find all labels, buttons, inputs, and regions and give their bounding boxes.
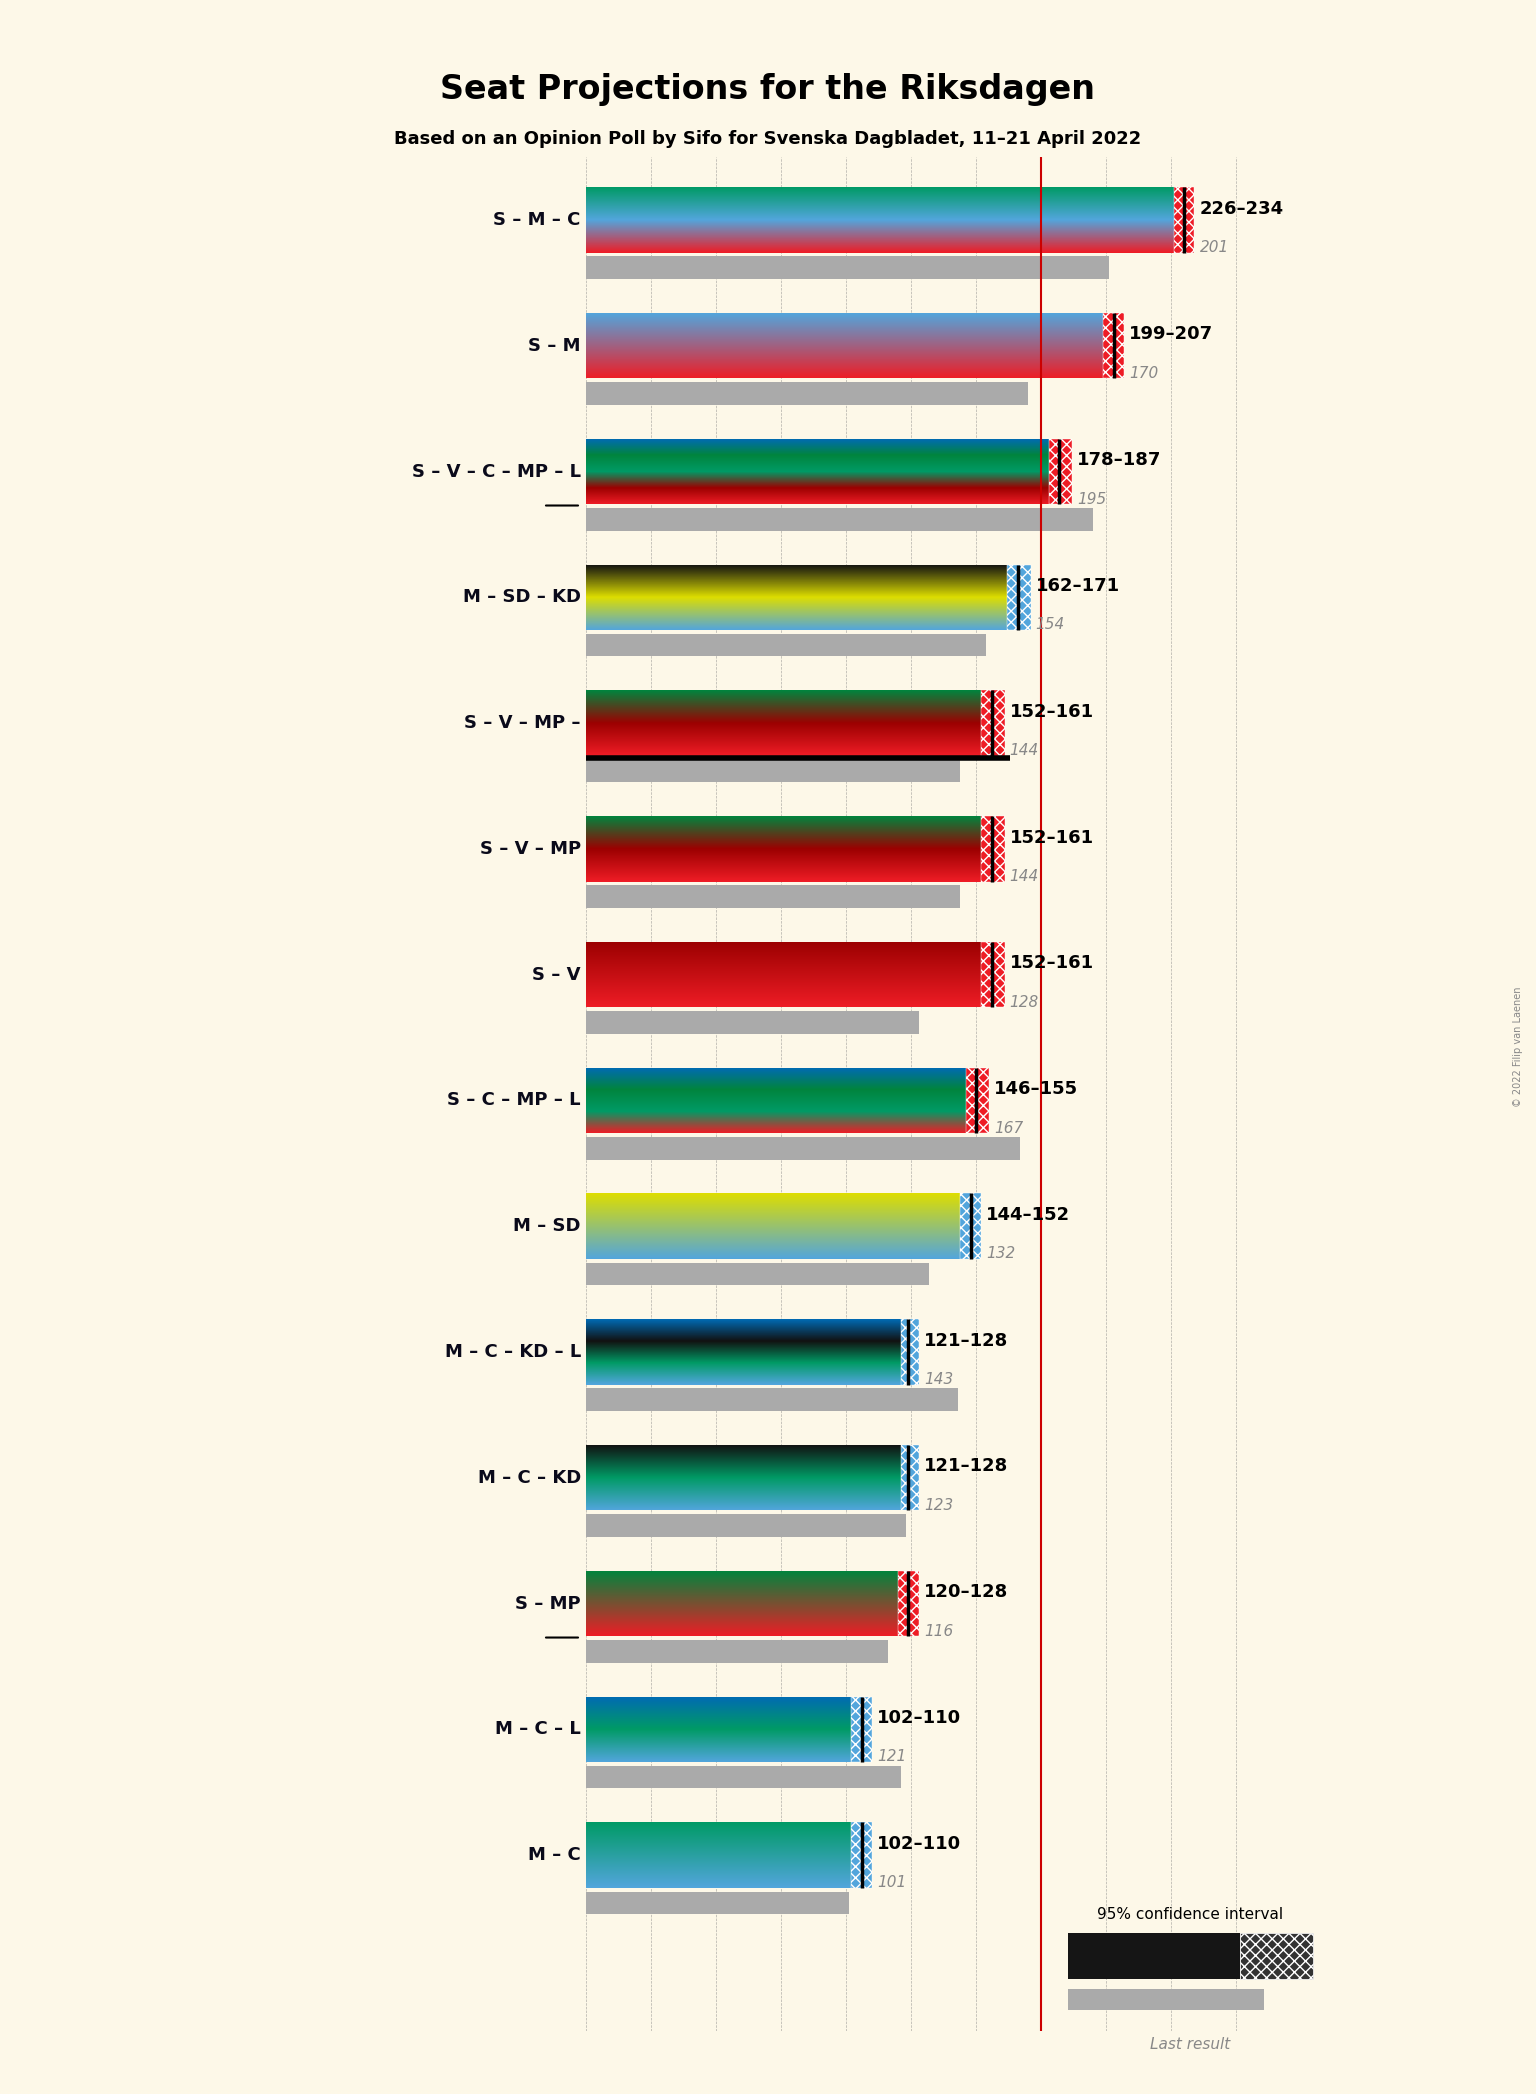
Bar (587, 1765, 900, 1788)
Bar (1049, 440, 1072, 505)
Bar (587, 255, 1109, 279)
Text: 178–187: 178–187 (1077, 450, 1161, 469)
Text: S – V – MP: S – V – MP (479, 840, 581, 859)
Text: 120–128: 120–128 (925, 1583, 1008, 1602)
Text: 128: 128 (1009, 995, 1038, 1009)
Text: S – V – C – MP – L: S – V – C – MP – L (412, 463, 581, 480)
Text: 102–110: 102–110 (877, 1709, 962, 1728)
Text: 152–161: 152–161 (1009, 955, 1094, 972)
Bar (851, 1696, 872, 1761)
Text: 199–207: 199–207 (1129, 325, 1213, 343)
Text: 226–234: 226–234 (1200, 199, 1284, 218)
Text: Last result: Last result (1150, 2037, 1230, 2052)
Text: 121: 121 (877, 1748, 906, 1765)
Text: with median: with median (1143, 1935, 1238, 1950)
Text: S – M – C: S – M – C (493, 211, 581, 228)
Bar (587, 1011, 919, 1034)
Bar (587, 509, 1094, 530)
Text: M – SD: M – SD (513, 1217, 581, 1235)
Text: 154: 154 (1035, 618, 1064, 632)
Bar (587, 1891, 848, 1914)
Bar (1103, 312, 1124, 379)
Text: 152–161: 152–161 (1009, 829, 1094, 846)
Text: S – V: S – V (533, 965, 581, 984)
Text: 95% confidence interval: 95% confidence interval (1097, 1908, 1284, 1922)
Text: Seat Projections for the Riksdagen: Seat Projections for the Riksdagen (441, 73, 1095, 107)
Text: S – C – MP – L: S – C – MP – L (447, 1091, 581, 1110)
Text: 121–128: 121–128 (925, 1332, 1008, 1351)
Text: M – SD – KD: M – SD – KD (462, 588, 581, 607)
Text: 101: 101 (877, 1876, 906, 1891)
Text: © 2022 Filip van Laenen: © 2022 Filip van Laenen (1513, 986, 1522, 1108)
Bar (587, 1388, 958, 1411)
Bar (900, 1319, 919, 1384)
Text: 144: 144 (1009, 869, 1038, 884)
Text: Based on an Opinion Poll by Sifo for Svenska Dagbladet, 11–21 April 2022: Based on an Opinion Poll by Sifo for Sve… (395, 130, 1141, 149)
Text: 116: 116 (925, 1623, 954, 1640)
Bar (960, 1194, 982, 1258)
Text: 195: 195 (1077, 492, 1106, 507)
Text: 121–128: 121–128 (925, 1457, 1008, 1476)
Text: S – V – MP –: S – V – MP – (464, 714, 581, 733)
Bar (587, 760, 960, 783)
Bar (587, 1263, 929, 1286)
Bar (1008, 565, 1031, 630)
Bar (587, 1137, 1020, 1160)
Text: M – C – KD – L: M – C – KD – L (444, 1342, 581, 1361)
Bar (587, 886, 960, 909)
Bar (587, 383, 1028, 404)
Text: 143: 143 (925, 1372, 954, 1386)
Text: 162–171: 162–171 (1035, 578, 1120, 595)
Text: 201: 201 (1200, 241, 1229, 255)
Text: S – MP: S – MP (515, 1594, 581, 1612)
Text: 144–152: 144–152 (986, 1206, 1071, 1223)
Text: 132: 132 (986, 1246, 1015, 1261)
Bar (587, 1514, 906, 1537)
Bar (851, 1822, 872, 1889)
Text: 167: 167 (994, 1120, 1023, 1135)
Bar (899, 1570, 919, 1635)
Bar (587, 1640, 888, 1663)
Text: 170: 170 (1129, 366, 1158, 381)
Text: M – C – L: M – C – L (495, 1721, 581, 1738)
Text: M – C – KD: M – C – KD (478, 1468, 581, 1487)
Bar (587, 634, 986, 655)
Bar (1174, 186, 1195, 253)
Text: 144: 144 (1009, 743, 1038, 758)
Text: S – M: S – M (528, 337, 581, 354)
Bar (966, 1068, 989, 1133)
Text: M – C: M – C (528, 1847, 581, 1864)
Bar (900, 1445, 919, 1510)
Text: 102–110: 102–110 (877, 1834, 962, 1853)
Bar (982, 691, 1005, 756)
Text: 152–161: 152–161 (1009, 704, 1094, 720)
Bar (982, 942, 1005, 1007)
Text: 123: 123 (925, 1497, 954, 1514)
Text: 146–155: 146–155 (994, 1081, 1078, 1097)
Bar (982, 817, 1005, 882)
